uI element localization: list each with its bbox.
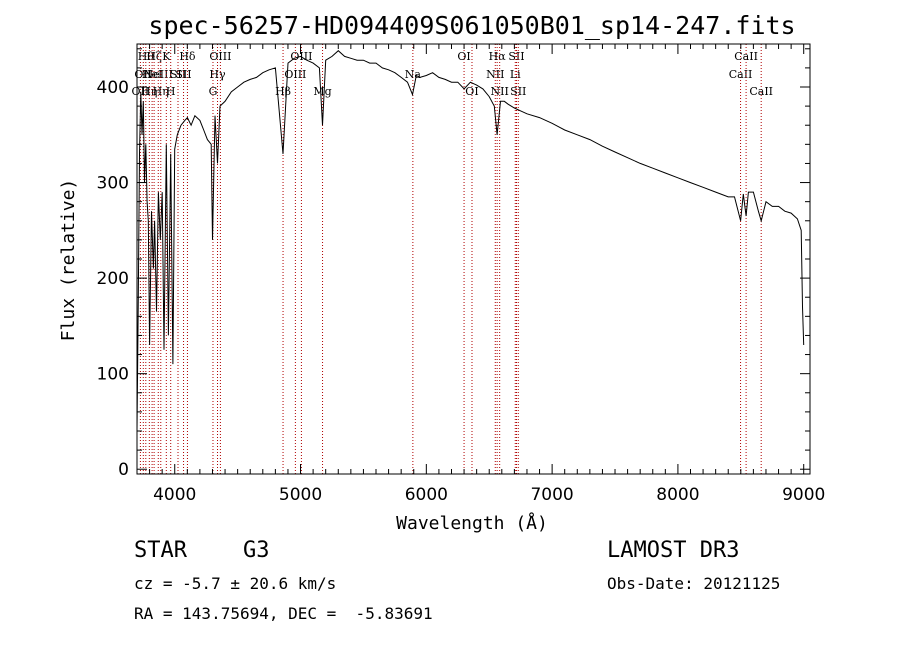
line-label: Hθ bbox=[138, 50, 155, 63]
line-label: K bbox=[162, 50, 171, 63]
line-label: Hη bbox=[141, 85, 157, 98]
line-label: NeIII bbox=[144, 68, 173, 81]
spectrum-line bbox=[136, 50, 805, 432]
line-label: OII bbox=[132, 85, 150, 98]
line-label: Hγ bbox=[209, 68, 226, 81]
line-label: H bbox=[166, 85, 176, 98]
line-label: CaII bbox=[729, 68, 753, 81]
line-label: OI bbox=[457, 50, 470, 63]
plot-frame bbox=[136, 43, 811, 475]
y-tick-label: 400 bbox=[97, 78, 129, 98]
line-label: SII bbox=[508, 50, 524, 63]
line-label: OI bbox=[465, 85, 478, 98]
y-tick-label: 300 bbox=[97, 174, 129, 194]
line-label: SII bbox=[510, 85, 526, 98]
x-tick-label: 7000 bbox=[530, 485, 573, 505]
object-class: STAR bbox=[134, 538, 187, 563]
line-label: OIII bbox=[284, 68, 306, 81]
line-label: CaII bbox=[749, 85, 773, 98]
line-label: Hζ bbox=[146, 50, 162, 63]
redshift-value: cz = -5.7 ± 20.6 km/s bbox=[134, 574, 337, 593]
line-label: NII bbox=[491, 85, 509, 98]
line-label: NII bbox=[486, 68, 504, 81]
x-tick-label: 6000 bbox=[405, 485, 448, 505]
x-axis: 4000 5000 6000 7000 8000 9000 bbox=[136, 44, 825, 505]
line-label: CaII bbox=[734, 50, 758, 63]
x-tick-label: 8000 bbox=[656, 485, 699, 505]
survey-name: LAMOST DR3 bbox=[607, 538, 740, 563]
y-tick-label: 100 bbox=[97, 365, 129, 385]
x-tick-label: 9000 bbox=[782, 485, 825, 505]
y-axis-label: Flux (relative) bbox=[58, 179, 79, 342]
observation-date: Obs-Date: 20121125 bbox=[607, 574, 781, 593]
chart-title: spec-56257-HD094409S061050B01_sp14-247.f… bbox=[148, 11, 795, 40]
line-label: Li bbox=[510, 68, 521, 81]
line-label: Hα bbox=[489, 50, 507, 63]
line-label: SII bbox=[175, 68, 191, 81]
y-tick-label: 0 bbox=[118, 460, 129, 480]
line-label: Hδ bbox=[179, 50, 196, 63]
x-tick-label: 4000 bbox=[153, 485, 196, 505]
line-label: Mg bbox=[313, 85, 331, 98]
line-label: OII bbox=[134, 68, 152, 81]
x-tick-label: 5000 bbox=[279, 485, 322, 505]
y-tick-label: 200 bbox=[97, 269, 129, 289]
coordinates: RA = 143.75694, DEC = -5.83691 bbox=[134, 604, 433, 623]
line-label: HeI bbox=[142, 68, 162, 81]
object-subclass: G3 bbox=[243, 538, 270, 563]
line-label: Na bbox=[405, 68, 422, 81]
line-label: OIII bbox=[209, 50, 231, 63]
emission-line-markers: OII OII Hθ Hη HeI Hζ NeIII Hη K H SII Hδ SII G Hγ OIII H… bbox=[132, 44, 773, 474]
x-axis-label: Wavelength (Å) bbox=[396, 512, 548, 534]
line-label: G bbox=[209, 85, 218, 98]
y-axis: 0 100 200 300 400 bbox=[97, 48, 810, 480]
line-label: Hη bbox=[153, 85, 169, 98]
line-label: SII bbox=[170, 68, 186, 81]
